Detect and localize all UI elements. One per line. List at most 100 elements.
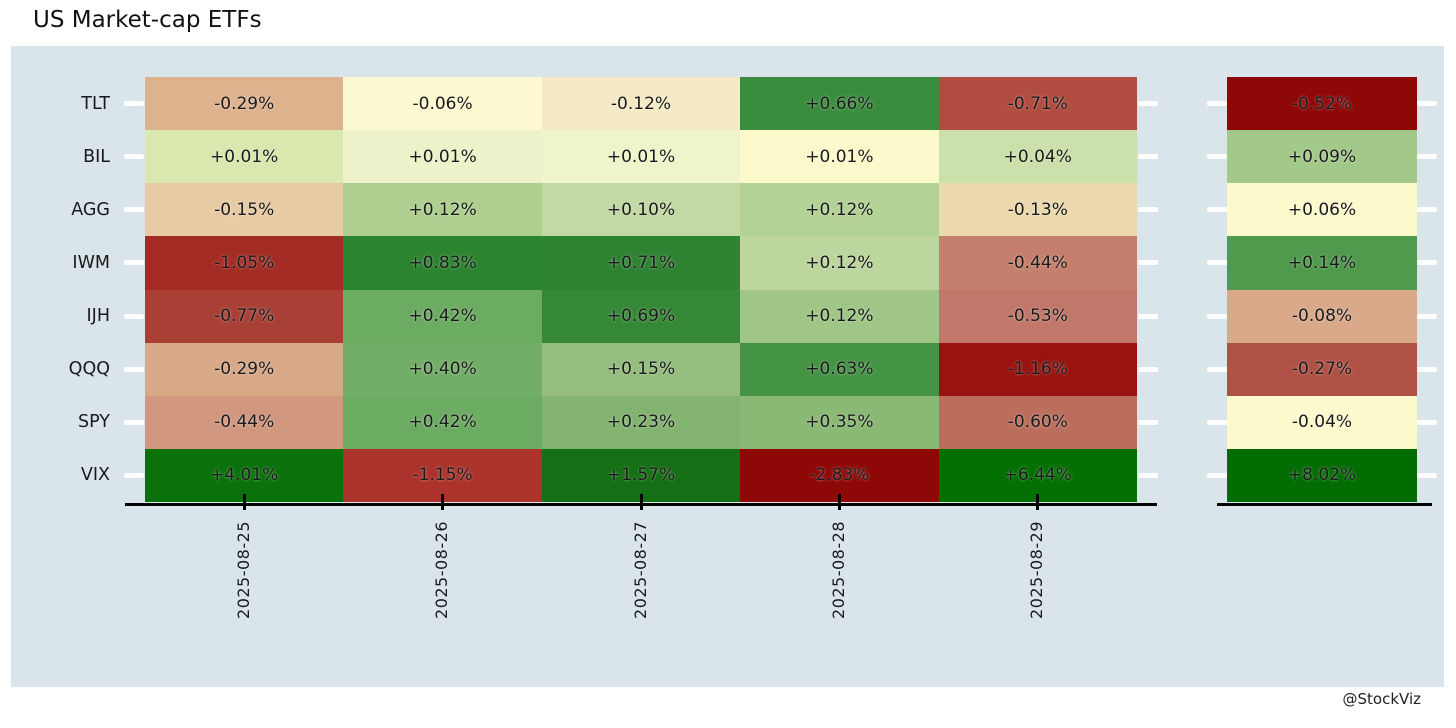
heatmap-cell-bil-2025-08-27: +0.01%	[541, 130, 741, 184]
y-tick-label-tlt: TLT	[81, 93, 110, 114]
y-axis-ticks-main-left	[124, 77, 144, 502]
tick-slot-ijh	[1138, 290, 1158, 343]
tick-slot-bil	[1207, 130, 1227, 183]
heatmap-cell-agg-2025-08-28: +0.12%	[740, 183, 939, 237]
heatmap-cell-spy-2025-08-25: -0.44%	[145, 395, 344, 449]
tick-slot-iwm	[1207, 236, 1227, 289]
heatmap-cell-bil-2025-08-29: +0.04%	[938, 130, 1137, 184]
heatmap-cell-vix-2025-08-28: -2.83%	[740, 448, 939, 502]
tick-slot-tlt	[1417, 77, 1437, 130]
summary-cell-vix: +8.02%	[1227, 448, 1417, 502]
heatmap-cell-bil-2025-08-25: +0.01%	[145, 130, 344, 184]
y-tick-label-ijh: IJH	[86, 306, 110, 327]
tick-marker	[1138, 472, 1158, 478]
heatmap-cell-tlt-2025-08-28: +0.66%	[740, 77, 939, 131]
heatmap-cell-agg-2025-08-27: +0.10%	[541, 183, 741, 237]
x-tick-label-2025-08-29: 2025-08-29	[1027, 521, 1046, 619]
tick-marker	[1138, 313, 1158, 319]
tick-marker	[1207, 154, 1227, 160]
heatmap-cell-bil-2025-08-26: +0.01%	[343, 130, 542, 184]
heatmap-cell-spy-2025-08-29: -0.60%	[938, 395, 1137, 449]
tick-marker	[1417, 154, 1437, 160]
tick-slot-qqq	[1138, 343, 1158, 396]
tick-marker	[1417, 207, 1437, 213]
y-tick-label-vix: VIX	[80, 465, 110, 486]
heatmap-cell-ijh-2025-08-28: +0.12%	[740, 289, 939, 343]
tick-slot-tlt	[124, 77, 144, 130]
tick-marker	[1207, 366, 1227, 372]
heatmap-cell-qqq-2025-08-26: +0.40%	[343, 342, 542, 396]
summary-cell-qqq: -0.27%	[1227, 342, 1417, 396]
x-tick-2025-08-28	[838, 494, 841, 510]
tick-marker	[1138, 419, 1158, 425]
summary-cell-bil: +0.09%	[1227, 130, 1417, 184]
heatmap-cell-tlt-2025-08-26: -0.06%	[343, 77, 542, 131]
heatmap-cell-tlt-2025-08-27: -0.12%	[541, 77, 741, 131]
tick-slot-spy	[1207, 396, 1227, 449]
chart-title: US Market-cap ETFs	[33, 7, 262, 33]
tick-slot-qqq	[1417, 343, 1437, 396]
tick-marker	[1138, 260, 1158, 266]
tick-marker	[1417, 366, 1437, 372]
summary-cell-tlt: -0.52%	[1227, 77, 1417, 131]
heatmap-cell-agg-2025-08-26: +0.12%	[343, 183, 542, 237]
tick-slot-tlt	[1207, 77, 1227, 130]
tick-slot-ijh	[1207, 290, 1227, 343]
x-tick-label-2025-08-28: 2025-08-28	[829, 521, 848, 619]
x-tick-2025-08-29	[1036, 494, 1039, 510]
summary-cell-spy: -0.04%	[1227, 395, 1417, 449]
x-axis-line-summary	[1217, 503, 1432, 506]
tick-marker	[1138, 207, 1158, 213]
heatmap-cell-agg-2025-08-29: -0.13%	[938, 183, 1137, 237]
tick-marker	[124, 260, 144, 266]
tick-slot-vix	[124, 449, 144, 502]
heatmap-cell-qqq-2025-08-25: -0.29%	[145, 342, 344, 396]
x-tick-label-2025-08-27: 2025-08-27	[631, 521, 650, 619]
tick-marker	[1207, 260, 1227, 266]
summary-cell-agg: +0.06%	[1227, 183, 1417, 237]
tick-slot-qqq	[1207, 343, 1227, 396]
tick-marker	[124, 154, 144, 160]
heatmap-cell-tlt-2025-08-25: -0.29%	[145, 77, 344, 131]
tick-marker	[1138, 154, 1158, 160]
daily-heatmap-grid: -0.29% -0.06% -0.12% +0.66% -0.71% +0.01% +0.0…	[145, 77, 1137, 502]
tick-marker	[124, 366, 144, 372]
heatmap-cell-ijh-2025-08-29: -0.53%	[938, 289, 1137, 343]
tick-slot-agg	[1138, 183, 1158, 236]
heatmap-cell-iwm-2025-08-28: +0.12%	[740, 236, 939, 290]
x-tick-2025-08-25	[243, 494, 246, 510]
tick-marker	[1207, 207, 1227, 213]
heatmap-cell-spy-2025-08-27: +0.23%	[541, 395, 741, 449]
tick-slot-agg	[124, 183, 144, 236]
tick-slot-ijh	[1417, 290, 1437, 343]
tick-slot-spy	[1138, 396, 1158, 449]
tick-slot-bil	[1417, 130, 1437, 183]
tick-slot-tlt	[1138, 77, 1158, 130]
heatmap-cell-iwm-2025-08-26: +0.83%	[343, 236, 542, 290]
tick-marker	[1207, 313, 1227, 319]
y-tick-label-agg: AGG	[71, 199, 110, 220]
summary-cell-ijh: -0.08%	[1227, 289, 1417, 343]
tick-slot-iwm	[124, 236, 144, 289]
y-axis-ticks-week-right	[1417, 77, 1437, 502]
x-tick-2025-08-26	[441, 494, 444, 510]
tick-marker	[1207, 419, 1227, 425]
summary-cell-iwm: +0.14%	[1227, 236, 1417, 290]
heatmap-cell-qqq-2025-08-28: +0.63%	[740, 342, 939, 396]
tick-marker	[124, 419, 144, 425]
heatmap-cell-spy-2025-08-28: +0.35%	[740, 395, 939, 449]
tick-marker	[124, 472, 144, 478]
heatmap-cell-vix-2025-08-25: +4.01%	[145, 448, 344, 502]
tick-slot-bil	[1138, 130, 1158, 183]
tick-slot-vix	[1138, 449, 1158, 502]
heatmap-cell-ijh-2025-08-25: -0.77%	[145, 289, 344, 343]
heatmap-cell-tlt-2025-08-29: -0.71%	[938, 77, 1137, 131]
tick-slot-iwm	[1417, 236, 1437, 289]
watermark-credit: @StockViz	[1342, 690, 1422, 708]
heatmap-cell-vix-2025-08-26: -1.15%	[343, 448, 542, 502]
tick-marker	[1417, 101, 1437, 107]
tick-slot-vix	[1417, 449, 1437, 502]
heatmap-cell-vix-2025-08-29: +6.44%	[938, 448, 1137, 502]
tick-marker	[1138, 101, 1158, 107]
